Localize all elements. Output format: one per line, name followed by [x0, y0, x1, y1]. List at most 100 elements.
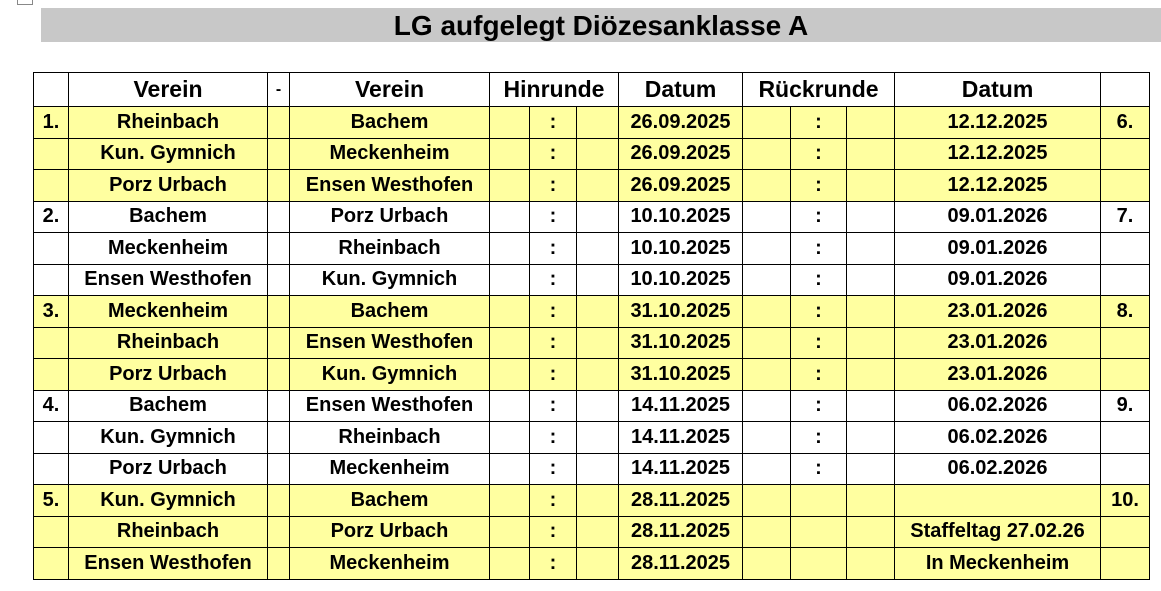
rueck-score-home: [742, 389, 791, 422]
hin-score-away: [576, 106, 619, 139]
table-row: 3. Meckenheim Bachem: 31.10.2025: 23.01.2026…: [33, 295, 1151, 328]
date-hinrunde: 28.11.2025: [618, 515, 743, 548]
hin-score-home: [489, 421, 530, 454]
home-team: Kun. Gymnich: [68, 484, 268, 517]
rueck-score-away: [845, 421, 896, 454]
date-hinrunde: 10.10.2025: [618, 263, 743, 296]
date-rueckrunde: 12.12.2025: [894, 106, 1102, 139]
table-row: Rheinbach Ensen Westhofen: 31.10.2025: 23.0…: [33, 326, 1151, 359]
hin-score-separator: :: [529, 295, 577, 328]
home-team: Ensen Westhofen: [68, 263, 268, 296]
rueck-score-away: [845, 452, 896, 485]
date-hinrunde: 26.09.2025: [618, 169, 743, 202]
away-team: Porz Urbach: [289, 200, 490, 233]
away-team: Rheinbach: [289, 232, 490, 265]
round-number: 1.: [33, 106, 69, 139]
away-team: Meckenheim: [289, 547, 490, 580]
date-hinrunde: 14.11.2025: [618, 421, 743, 454]
hin-score-away: [576, 389, 619, 422]
rueck-score-home: [742, 295, 791, 328]
round-number: [33, 137, 69, 170]
table-row: 4. Bachem Ensen Westhofen: 14.11.2025: 06.02…: [33, 389, 1151, 422]
round-number-rueck: [1100, 169, 1151, 202]
rueck-score-away: [845, 326, 896, 359]
rueck-score-home: [742, 484, 791, 517]
hin-score-home: [489, 389, 530, 422]
rueck-score-separator: :: [790, 106, 847, 139]
round-number: [33, 358, 69, 391]
away-team: Bachem: [289, 106, 490, 139]
round-number: [33, 452, 69, 485]
date-rueckrunde: 06.02.2026: [894, 452, 1102, 485]
table-row: 1. Rheinbach Bachem: 26.09.2025: 12.12.2025 6…: [33, 106, 1151, 139]
table-row: Porz Urbach Meckenheim: 14.11.2025: 06.02.2…: [33, 452, 1151, 485]
table-row: Rheinbach Porz Urbach: 28.11.2025 Staffelta…: [33, 515, 1151, 548]
rueck-score-separator: [790, 484, 847, 517]
hin-score-separator: :: [529, 106, 577, 139]
date-rueckrunde: 23.01.2026: [894, 326, 1102, 359]
rueck-score-home: [742, 452, 791, 485]
date-rueckrunde: 06.02.2026: [894, 421, 1102, 454]
separator-dash-cell: [267, 358, 290, 391]
rueck-score-away: [845, 106, 896, 139]
home-team: Rheinbach: [68, 326, 268, 359]
rueck-score-separator: :: [790, 169, 847, 202]
table-row: Kun. Gymnich Meckenheim: 26.09.2025: 12.12.…: [33, 137, 1151, 170]
home-team: Rheinbach: [68, 106, 268, 139]
table-row: Kun. Gymnich Rheinbach: 14.11.2025: 06.02.2…: [33, 421, 1151, 454]
rueck-score-separator: :: [790, 326, 847, 359]
hin-score-away: [576, 547, 619, 580]
date-hinrunde: 26.09.2025: [618, 106, 743, 139]
rueck-score-away: [845, 547, 896, 580]
hin-score-away: [576, 452, 619, 485]
hin-score-separator: :: [529, 137, 577, 170]
round-number-rueck: 7.: [1100, 200, 1151, 233]
away-team: Meckenheim: [289, 452, 490, 485]
away-team: Kun. Gymnich: [289, 263, 490, 296]
round-number-rueck: 10.: [1100, 484, 1151, 517]
home-team: Kun. Gymnich: [68, 421, 268, 454]
hin-score-separator: :: [529, 484, 577, 517]
date-hinrunde: 14.11.2025: [618, 452, 743, 485]
rueck-score-separator: :: [790, 452, 847, 485]
rueck-score-home: [742, 547, 791, 580]
rueck-score-home: [742, 232, 791, 265]
away-team: Ensen Westhofen: [289, 169, 490, 202]
rueck-score-away: [845, 169, 896, 202]
separator-dash-cell: [267, 515, 290, 548]
rueck-score-separator: :: [790, 137, 847, 170]
away-team: Ensen Westhofen: [289, 389, 490, 422]
hin-score-separator: :: [529, 169, 577, 202]
date-hinrunde: 31.10.2025: [618, 326, 743, 359]
home-team: Porz Urbach: [68, 452, 268, 485]
hin-score-home: [489, 200, 530, 233]
staffeltag-note: In Meckenheim: [894, 547, 1102, 580]
date-hinrunde: 31.10.2025: [618, 358, 743, 391]
hin-score-separator: :: [529, 232, 577, 265]
staffeltag-note: Staffeltag 27.02.26: [894, 515, 1102, 548]
schedule-body: 1. Rheinbach Bachem:26.09.2025:12.12.2025 6…: [33, 106, 1151, 580]
hin-score-separator: :: [529, 515, 577, 548]
rueck-score-home: [742, 137, 791, 170]
round-number-rueck: 6.: [1100, 106, 1151, 139]
away-team: Meckenheim: [289, 137, 490, 170]
round-number: [33, 421, 69, 454]
home-team: Rheinbach: [68, 515, 268, 548]
round-number: [33, 547, 69, 580]
home-team: Porz Urbach: [68, 169, 268, 202]
rueck-score-home: [742, 169, 791, 202]
rueck-score-away: [845, 263, 896, 296]
home-team: Kun. Gymnich: [68, 137, 268, 170]
hin-score-separator: :: [529, 200, 577, 233]
hin-score-separator: :: [529, 452, 577, 485]
away-team: Porz Urbach: [289, 515, 490, 548]
hin-score-away: [576, 484, 619, 517]
hin-score-away: [576, 200, 619, 233]
hin-score-home: [489, 547, 530, 580]
hin-score-home: [489, 137, 530, 170]
page-title: LG aufgelegt Diözesanklasse A: [41, 8, 1161, 42]
round-number: 5.: [33, 484, 69, 517]
hin-score-home: [489, 263, 530, 296]
rueck-score-separator: [790, 515, 847, 548]
hin-score-home: [489, 106, 530, 139]
